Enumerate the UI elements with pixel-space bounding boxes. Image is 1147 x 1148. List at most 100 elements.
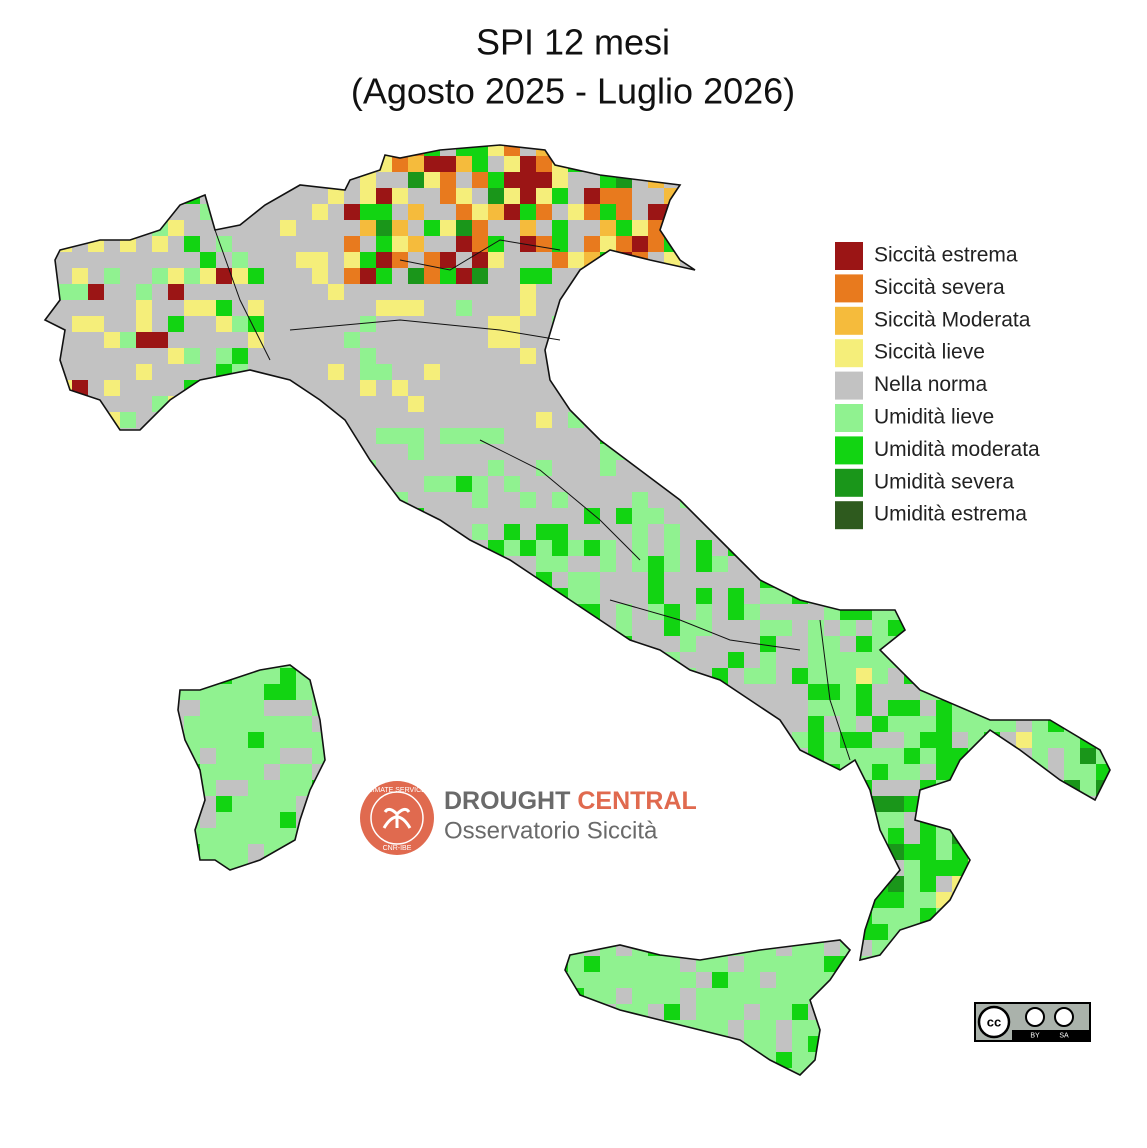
map-cell	[200, 844, 216, 860]
map-cell	[568, 220, 584, 236]
map-cell	[728, 588, 744, 604]
map-cell	[472, 204, 488, 220]
map-cell	[632, 220, 648, 236]
map-cell	[520, 220, 536, 236]
map-cell	[904, 844, 920, 860]
map-cell	[584, 956, 600, 972]
map-cell	[696, 556, 712, 572]
map-cell	[184, 284, 200, 300]
map-cell	[376, 172, 392, 188]
map-cell	[136, 300, 152, 316]
map-cell	[760, 668, 776, 684]
map-cell	[616, 188, 632, 204]
map-cell	[312, 268, 328, 284]
map-cell	[568, 508, 584, 524]
map-cell	[568, 540, 584, 556]
map-outline	[43, 144, 1111, 1076]
map-cell	[472, 236, 488, 252]
map-cell	[792, 716, 808, 732]
map-cell	[168, 236, 184, 252]
map-cell	[584, 572, 600, 588]
map-cell	[472, 460, 488, 476]
map-cell	[520, 364, 536, 380]
map-cell	[520, 145, 536, 156]
map-cell	[264, 284, 280, 300]
map-cell	[312, 316, 328, 332]
map-cell	[280, 700, 296, 716]
map-cell	[440, 188, 456, 204]
map-cell	[552, 188, 568, 204]
map-cell	[104, 300, 120, 316]
map-cell	[216, 236, 232, 252]
map-cell	[648, 524, 664, 540]
map-cell	[632, 988, 648, 1004]
region-border	[214, 229, 271, 361]
map-cell	[536, 396, 552, 412]
map-cell	[904, 764, 920, 780]
map-cell	[136, 316, 152, 332]
map-cell	[376, 268, 392, 284]
map-cell	[168, 300, 184, 316]
map-cell	[424, 204, 440, 220]
map-cell	[504, 332, 520, 348]
map-cell	[280, 220, 296, 236]
map-cell	[808, 604, 824, 620]
map-cell	[600, 972, 616, 988]
map-cell	[712, 636, 728, 652]
map-cell	[248, 732, 264, 748]
map-cell	[360, 300, 376, 316]
map-cell	[936, 700, 952, 716]
map-cell	[808, 956, 824, 972]
map-cell	[312, 348, 328, 364]
map-cell	[856, 668, 872, 684]
map-cell	[776, 684, 792, 700]
map-cell	[392, 188, 408, 204]
map-cell	[680, 588, 696, 604]
map-cell	[216, 796, 232, 812]
map-cell	[328, 220, 344, 236]
map-cell	[408, 284, 424, 300]
map-cell	[296, 716, 312, 732]
map-cell	[632, 508, 648, 524]
map-cell	[488, 460, 504, 476]
map-cell	[488, 300, 504, 316]
map-cell	[264, 828, 280, 844]
map-cell	[88, 300, 104, 316]
map-cell	[552, 252, 568, 268]
map-cell	[456, 284, 472, 300]
map-cell	[472, 396, 488, 412]
map-cell	[120, 252, 136, 268]
map-cell	[552, 236, 568, 252]
map-cell	[856, 684, 872, 700]
map-cell	[488, 508, 504, 524]
map-cell	[472, 380, 488, 396]
map-cell	[856, 716, 872, 732]
map-cell	[712, 588, 728, 604]
map-cell	[248, 348, 264, 364]
map-cell	[200, 764, 216, 780]
map-cell	[872, 652, 888, 668]
map-cell	[248, 812, 264, 828]
map-cell	[488, 396, 504, 412]
map-cell	[872, 796, 888, 812]
map-cell	[216, 732, 232, 748]
map-cell	[584, 172, 600, 188]
map-cell	[520, 444, 536, 460]
map-cell	[440, 145, 456, 156]
map-cell	[664, 556, 680, 572]
map-cell	[488, 145, 504, 156]
map-cell	[856, 652, 872, 668]
map-cell	[1064, 764, 1080, 780]
map-cell	[584, 204, 600, 220]
map-cell	[792, 956, 808, 972]
map-cell	[728, 956, 744, 972]
map-cell	[424, 396, 440, 412]
legend-label: Umidità moderata	[874, 438, 1040, 461]
map-cell	[696, 972, 712, 988]
map-cell	[392, 444, 408, 460]
map-cell	[488, 172, 504, 188]
map-cell	[856, 748, 872, 764]
map-cell	[600, 556, 616, 572]
map-cell	[408, 172, 424, 188]
map-cell	[360, 268, 376, 284]
